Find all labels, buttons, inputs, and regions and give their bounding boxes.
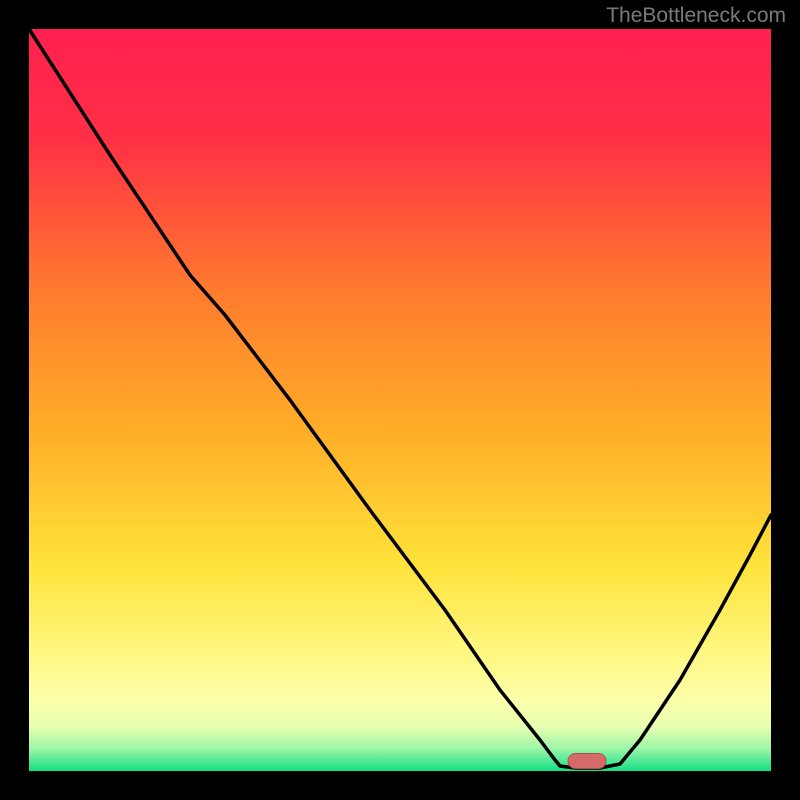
gradient-background: [29, 29, 771, 771]
chart-stage: TheBottleneck.com: [0, 0, 800, 800]
watermark-text: TheBottleneck.com: [606, 4, 786, 28]
